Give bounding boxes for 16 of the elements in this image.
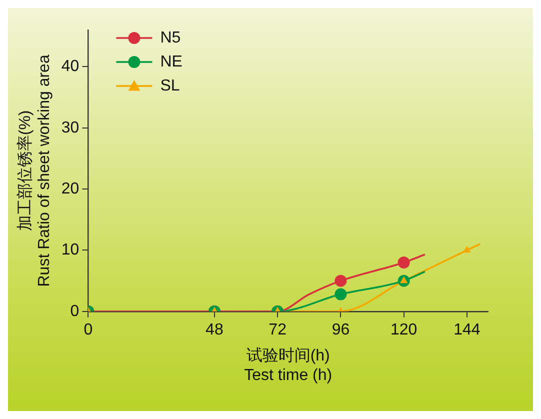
y-tick-label: 10	[61, 242, 80, 259]
x-tick-label: 0	[84, 321, 93, 338]
x-axis-title: 试验时间(h) Test time (h)	[244, 346, 332, 384]
x-tick-label: 72	[268, 321, 287, 338]
legend-label: SL	[160, 77, 180, 94]
legend-label: NE	[160, 53, 182, 70]
x-tick-label: 144	[454, 321, 480, 338]
y-axis-title: 加工部位锈率(%) Rust Ratio of sheet working area	[16, 54, 54, 287]
y-tick-label: 40	[61, 58, 80, 76]
x-tick-label: 120	[390, 321, 418, 338]
y-tick-label: 30	[61, 119, 80, 136]
y-tick-label: 0	[70, 302, 80, 320]
legend-label: N5	[160, 29, 181, 46]
x-tick-label: 48	[206, 321, 224, 338]
x-tick-label: 96	[332, 321, 350, 338]
y-tick-label: 20	[61, 180, 80, 198]
